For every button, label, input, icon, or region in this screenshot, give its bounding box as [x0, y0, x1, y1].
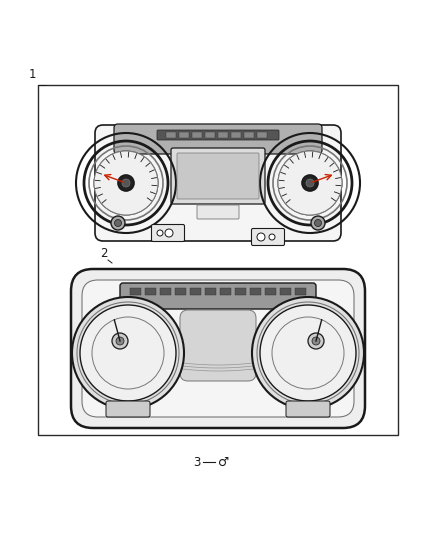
Bar [205, 288, 216, 295]
Circle shape [260, 305, 356, 401]
Bar [179, 132, 189, 138]
Circle shape [157, 230, 163, 236]
Circle shape [72, 297, 184, 409]
Circle shape [80, 305, 176, 401]
Bar [244, 132, 254, 138]
Circle shape [118, 175, 134, 191]
Circle shape [308, 333, 324, 349]
Bar [257, 132, 267, 138]
FancyBboxPatch shape [82, 280, 354, 417]
Circle shape [112, 333, 128, 349]
Text: 3: 3 [193, 456, 201, 469]
FancyBboxPatch shape [120, 283, 316, 309]
Bar [295, 288, 306, 295]
Text: 1: 1 [28, 68, 36, 81]
Bar [175, 288, 186, 295]
FancyBboxPatch shape [157, 130, 279, 140]
Bar [265, 288, 276, 295]
Bar [130, 288, 141, 295]
Bar [231, 132, 241, 138]
Circle shape [111, 216, 125, 230]
Circle shape [114, 220, 121, 227]
FancyBboxPatch shape [106, 401, 150, 417]
Bar [145, 288, 156, 295]
Circle shape [94, 151, 158, 215]
FancyBboxPatch shape [171, 148, 265, 204]
Circle shape [165, 229, 173, 237]
FancyBboxPatch shape [286, 401, 330, 417]
Bar [220, 288, 231, 295]
Circle shape [314, 220, 321, 227]
Circle shape [311, 216, 325, 230]
Bar [190, 288, 201, 295]
FancyBboxPatch shape [197, 205, 239, 219]
Circle shape [257, 233, 265, 241]
Circle shape [116, 337, 124, 345]
Bar [280, 288, 291, 295]
Circle shape [312, 337, 320, 345]
Bar [38, 85, 398, 435]
Bar [250, 288, 261, 295]
Circle shape [302, 175, 318, 191]
Circle shape [306, 179, 314, 187]
Bar [160, 288, 171, 295]
FancyBboxPatch shape [114, 124, 322, 154]
Circle shape [252, 297, 364, 409]
Circle shape [122, 179, 130, 187]
FancyBboxPatch shape [71, 269, 365, 428]
Circle shape [269, 234, 275, 240]
FancyBboxPatch shape [180, 310, 256, 381]
Bar [205, 132, 215, 138]
Circle shape [278, 151, 342, 215]
Bar [235, 288, 246, 295]
FancyBboxPatch shape [251, 229, 285, 246]
Text: 2: 2 [100, 247, 108, 260]
FancyBboxPatch shape [177, 153, 259, 199]
Bar [166, 132, 176, 138]
Bar [192, 132, 202, 138]
Bar [218, 132, 228, 138]
Text: ♂: ♂ [218, 456, 229, 469]
FancyBboxPatch shape [95, 125, 341, 241]
FancyBboxPatch shape [152, 224, 184, 241]
